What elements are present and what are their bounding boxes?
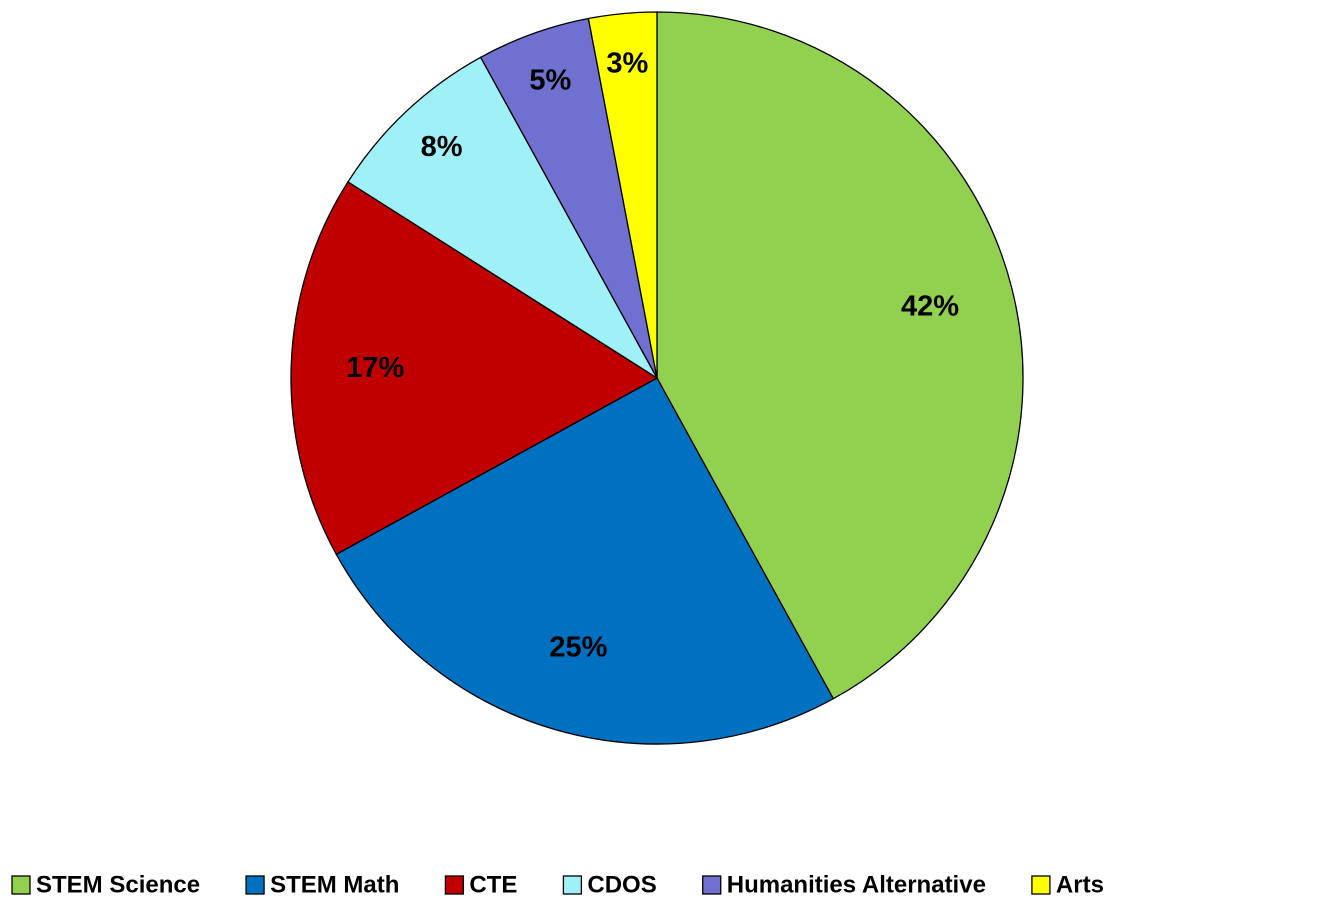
legend-swatch (11, 875, 31, 895)
value-label: 5% (529, 65, 571, 97)
legend-swatch (702, 875, 722, 895)
legend-label: CDOS (587, 871, 656, 898)
legend-swatch (562, 875, 583, 895)
value-label: 3% (606, 47, 648, 79)
pie-slice (347, 56, 658, 379)
legend-label: STEM Math (270, 871, 399, 898)
pie-slice (290, 180, 659, 556)
value-label: 25% (549, 631, 607, 663)
value-label: 8% (421, 131, 463, 163)
legend-swatch (245, 875, 265, 895)
legend-label: CTE (469, 871, 517, 898)
value-label: 17% (346, 352, 404, 384)
pie-slice (656, 11, 1024, 700)
pie-slice (587, 11, 658, 379)
pie-slice (335, 377, 835, 745)
legend-label: STEM Science (36, 871, 200, 898)
value-label: 42% (901, 291, 959, 323)
legend-label: Humanities Alternative (727, 871, 986, 898)
legend-swatch (1031, 875, 1051, 895)
legend-swatch (444, 875, 465, 895)
legend-label: Arts (1056, 871, 1104, 898)
